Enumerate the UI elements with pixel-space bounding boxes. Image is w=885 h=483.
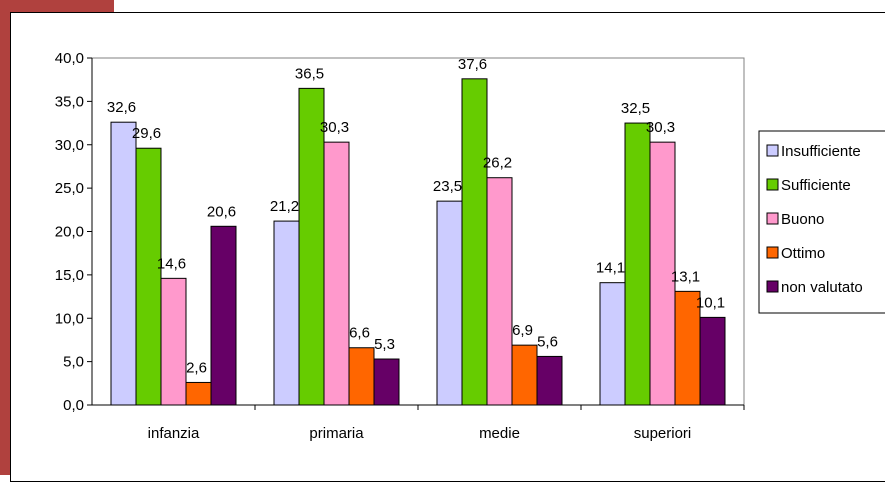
data-label: 5,6: [537, 333, 558, 350]
chart-frame: 0,0 5,0 10,0 15,0 20,0 25,0 30,0 35,0 40,0 infanz…: [10, 12, 885, 482]
legend-label: Buono: [781, 211, 824, 228]
bar: [436, 200, 463, 406]
x-tick-label: infanzia: [148, 425, 200, 442]
data-label: 32,6: [107, 99, 136, 116]
data-label: 23,5: [433, 178, 462, 195]
bar: [373, 358, 400, 406]
y-tick-label: 40,0: [55, 50, 84, 67]
bar: [135, 147, 162, 406]
data-label: 14,6: [157, 255, 186, 272]
y-tick-label: 30,0: [55, 137, 84, 154]
bar: [649, 141, 676, 406]
legend-swatch: [766, 212, 779, 225]
y-tick-label: 10,0: [55, 310, 84, 327]
data-label: 20,6: [207, 203, 236, 220]
data-label: 26,2: [483, 155, 512, 172]
y-tick-label: 15,0: [55, 267, 84, 284]
data-label: 30,3: [320, 119, 349, 136]
bar: [624, 122, 651, 406]
legend-swatch: [766, 144, 779, 157]
bar: [674, 290, 701, 406]
x-tick-label: medie: [479, 425, 520, 442]
bar: [699, 316, 726, 406]
bar: [298, 87, 325, 406]
bar: [273, 220, 300, 406]
x-tick-label: primaria: [309, 425, 364, 442]
bar: [536, 355, 563, 406]
y-tick-label: 35,0: [55, 93, 84, 110]
bar: [348, 347, 375, 406]
data-label: 2,6: [186, 359, 207, 376]
y-tick-label: 20,0: [55, 224, 84, 241]
y-tick-label: 5,0: [63, 354, 84, 371]
data-label: 32,5: [621, 100, 650, 117]
bar: [486, 177, 513, 406]
data-label: 37,6: [458, 56, 487, 73]
legend-label: Sufficiente: [781, 177, 851, 194]
bar: [511, 344, 538, 406]
y-tick-label: 25,0: [55, 180, 84, 197]
legend-swatch: [766, 280, 779, 293]
y-tick-label: 0,0: [63, 397, 84, 414]
data-label: 6,9: [512, 322, 533, 339]
data-label: 21,2: [270, 198, 299, 215]
bar: [160, 277, 187, 406]
data-label: 13,1: [671, 268, 700, 285]
data-label: 10,1: [696, 294, 725, 311]
data-label: 14,1: [596, 260, 625, 277]
data-label: 6,6: [349, 325, 370, 342]
bar: [323, 141, 350, 406]
data-label: 29,6: [132, 125, 161, 142]
slide-accent-tab: [0, 0, 114, 13]
bar-chart: 0,0 5,0 10,0 15,0 20,0 25,0 30,0 35,0 40,0 infanz…: [55, 50, 885, 442]
data-label: 36,5: [295, 65, 324, 82]
bar: [210, 225, 237, 406]
slide-accent-bar: [0, 0, 10, 475]
legend-box: [758, 130, 885, 314]
bar: [599, 282, 626, 406]
bar: [461, 78, 488, 406]
data-label: 5,3: [374, 336, 395, 353]
bar: [110, 121, 137, 406]
legend-swatch: [766, 246, 779, 259]
data-label: 30,3: [646, 119, 675, 136]
bar: [185, 381, 212, 406]
legend-label: non valutato: [781, 279, 863, 296]
x-tick-label: superiori: [634, 425, 692, 442]
legend-swatch: [766, 178, 779, 191]
legend-label: Insufficiente: [781, 143, 861, 160]
legend-label: Ottimo: [781, 245, 825, 262]
